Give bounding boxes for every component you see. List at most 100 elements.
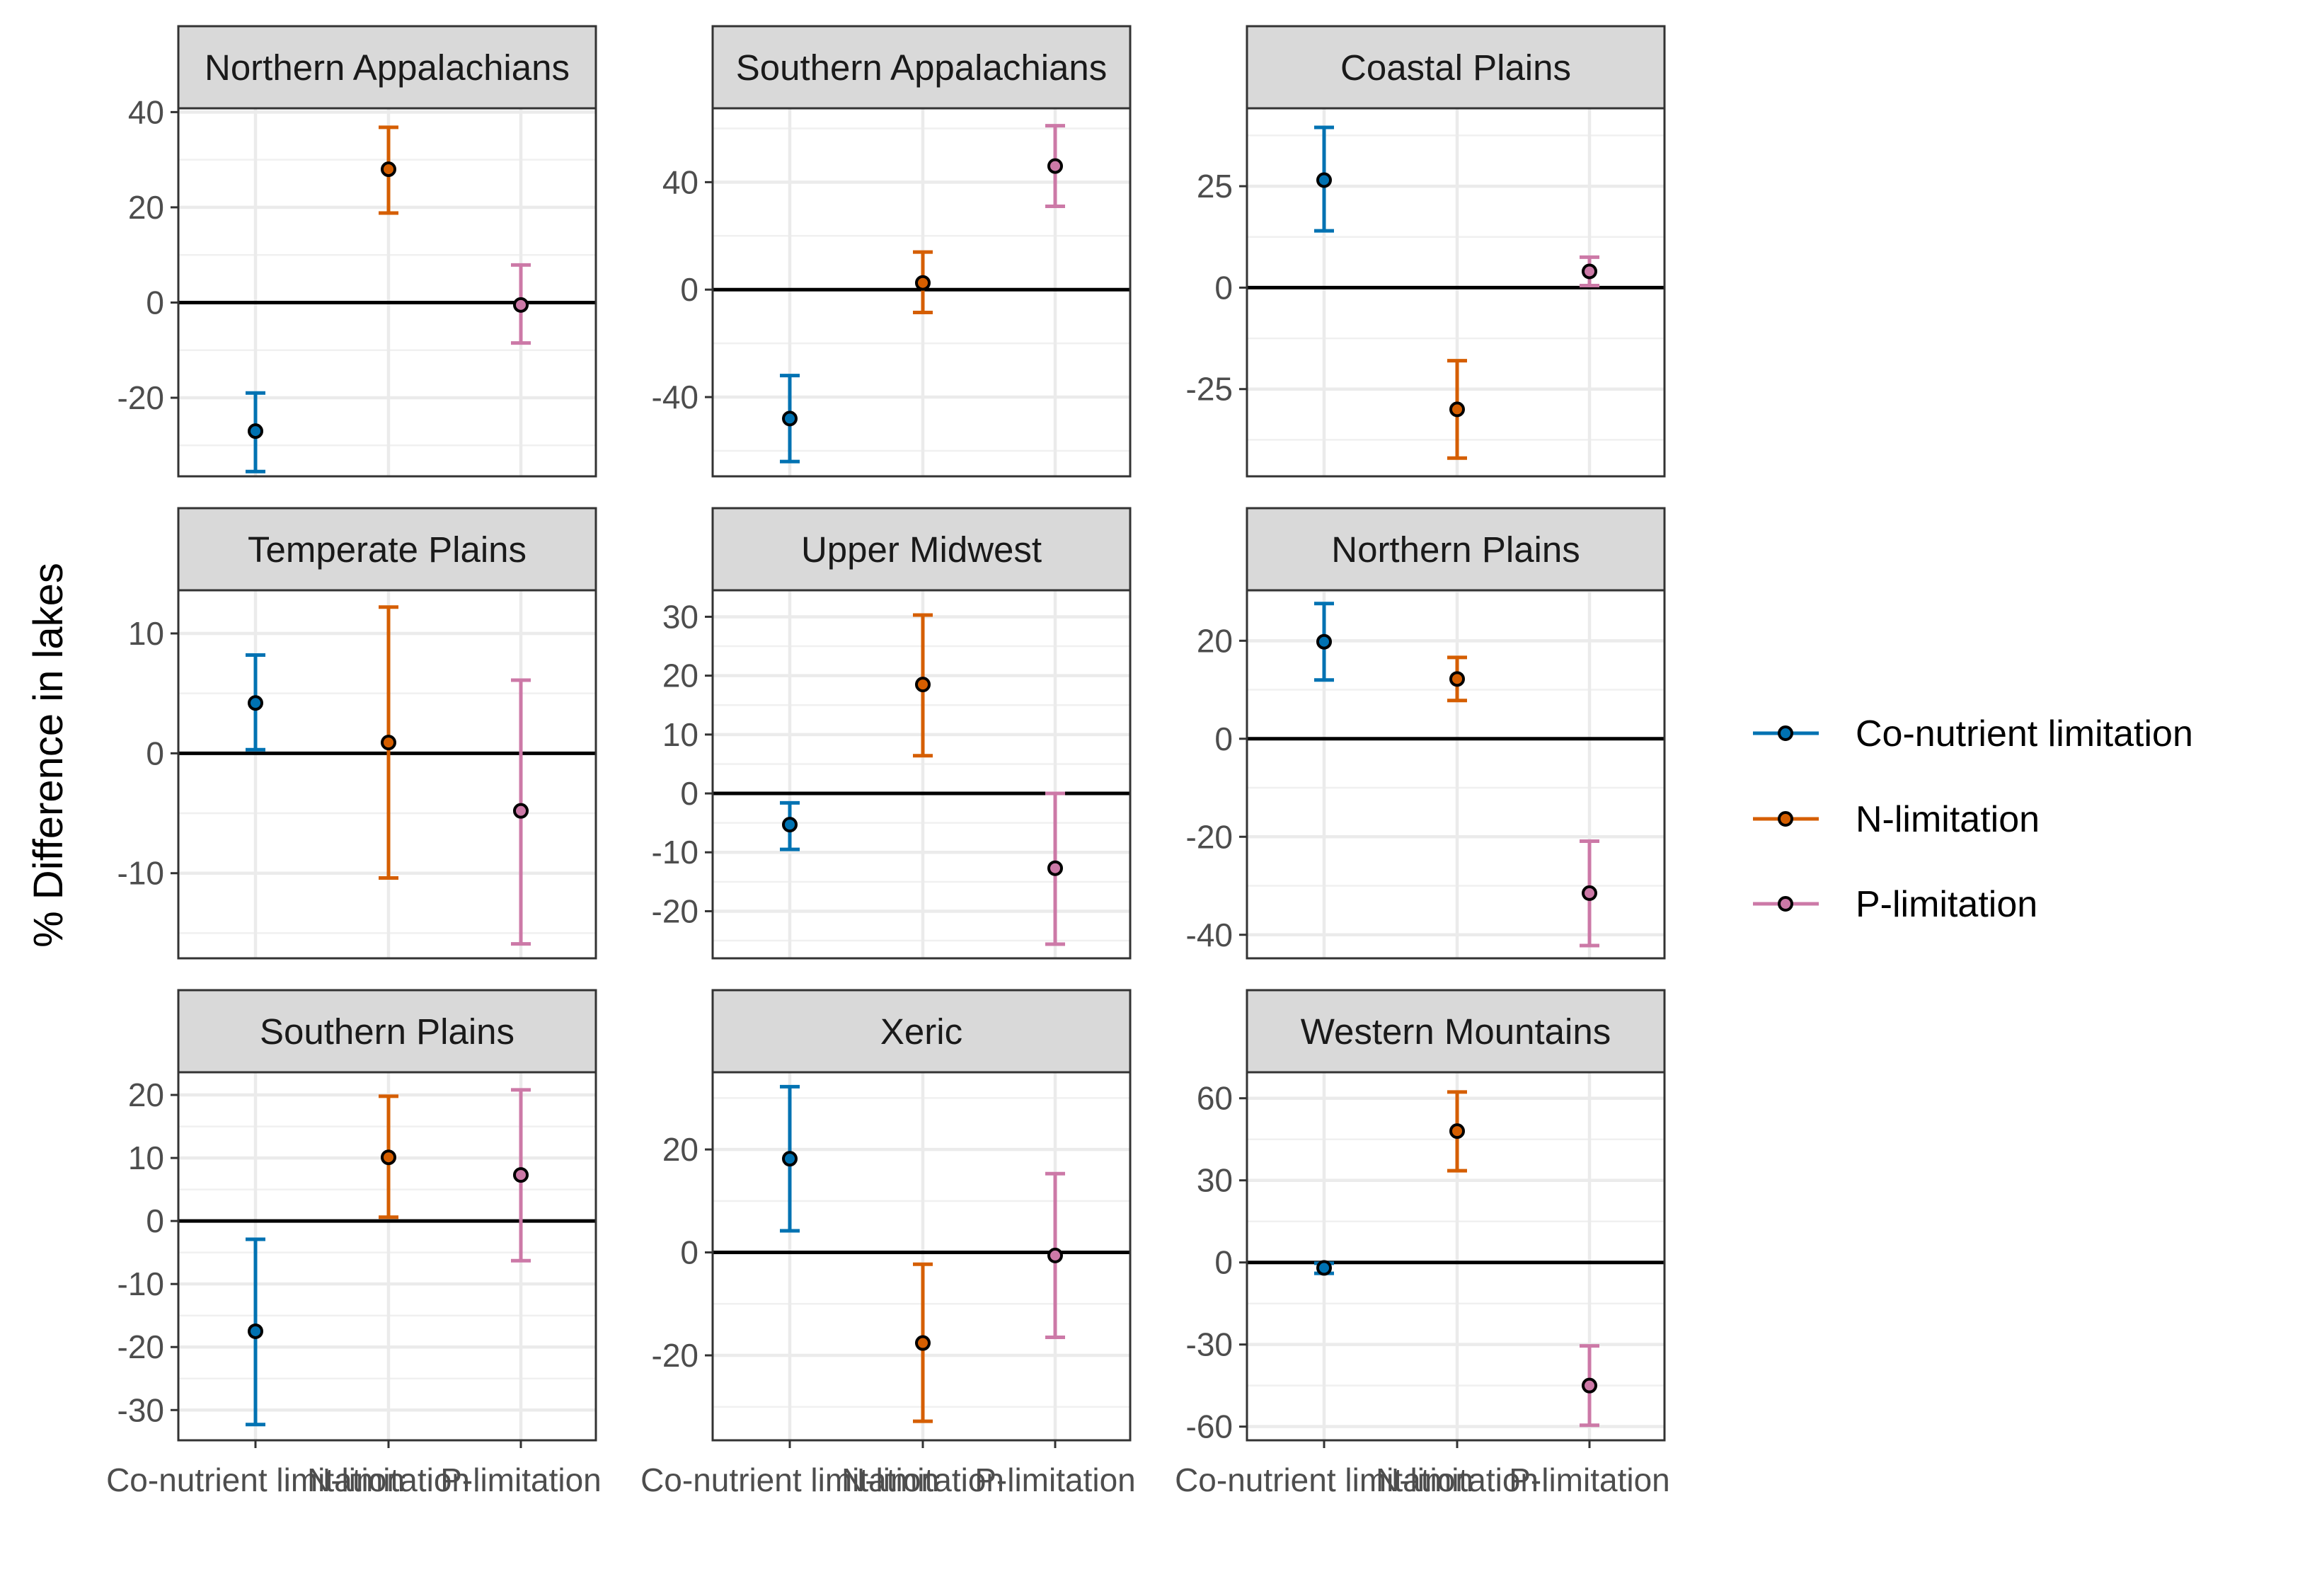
error-bar [511,1088,531,1263]
y-axis-title: % Difference in lakes [25,563,71,948]
legend-label: P-limitation [1856,884,2037,925]
data-point [513,803,529,819]
data-point [381,735,396,751]
data-point [782,817,798,833]
y-tick-label: -40 [652,379,698,415]
data-point [1582,885,1597,901]
error-bar [913,250,933,314]
data-point [1449,671,1465,687]
facet-title: Xeric [880,1011,962,1052]
facet-strip [1246,989,1666,1074]
y-tick-label: -20 [1186,818,1233,855]
y-tick-label: -20 [652,892,698,929]
y-tick-label: 0 [146,735,164,771]
error-bar [379,605,398,880]
data-point [915,1335,931,1351]
y-tick-label: 60 [1197,1080,1233,1117]
error-bar [246,653,265,752]
error-bar [1045,1171,1065,1340]
facet-panel: Northern Plains -40 -20 0 20 [1186,507,1666,960]
y-tick-label: 20 [662,1131,698,1168]
error-bar [913,613,933,758]
error-bar [913,1262,933,1423]
y-tick-label: 20 [128,189,164,226]
y-tick-label: 20 [128,1077,164,1113]
y-tick-label: 20 [662,658,698,694]
y-tick-label: 0 [1214,1244,1233,1281]
facet-strip [711,507,1132,592]
error-bar [780,374,800,464]
legend-item: Co-nutrient limitation [1753,713,2193,754]
facet-panel: Western Mountains -60 -30 0 30 60 Co-nutrient … [1175,989,1670,1498]
data-point [782,1151,798,1167]
x-tick-label: Co-nutrient limitation [106,1462,405,1498]
facet-title: Upper Midwest [801,529,1042,570]
y-tick-label: 25 [1197,168,1233,205]
y-tick-label: -30 [117,1391,164,1428]
error-bar [1580,255,1599,288]
y-tick-label: 10 [662,716,698,753]
data-point [513,1167,529,1183]
y-tick-label: -30 [1186,1326,1233,1363]
x-tick-label: Co-nutrient limitation [640,1462,939,1498]
legend-label: Co-nutrient limitation [1856,713,2193,754]
facet-panel: Temperate Plains -10 0 10 [117,507,597,960]
facet-title: Northern Appalachians [205,47,570,88]
y-tick-label: -40 [1186,917,1233,953]
error-bar [246,391,265,473]
y-tick-label: -20 [117,379,164,416]
data-point [1316,633,1332,650]
facet-strip [711,989,1132,1074]
y-tick-label: 10 [128,615,164,652]
data-point [248,1323,263,1339]
error-bar [1045,124,1065,209]
error-bar [246,1237,265,1427]
y-tick-label: 0 [680,1234,698,1271]
y-tick-label: 40 [662,163,698,200]
facet-title: Western Mountains [1301,1011,1611,1052]
facet-strip [711,25,1132,110]
legend-key-point [1778,811,1793,827]
facet-panel: Southern Plains -30 -20 -10 0 10 20 Co-nutrient… [106,989,602,1498]
error-bar [379,125,398,215]
data-point [1316,1260,1332,1276]
data-point [381,1149,396,1166]
data-point [1047,1247,1063,1263]
facet-title: Northern Plains [1331,529,1580,570]
y-tick-label: -20 [117,1328,164,1365]
facet-strip [177,989,597,1074]
error-bar [511,678,531,946]
error-bar [1580,1344,1599,1428]
y-tick-label: 30 [1197,1162,1233,1199]
facet-title: Southern Appalachians [736,47,1108,88]
legend-item: N-limitation [1753,799,2040,840]
legend-label: N-limitation [1856,799,2040,840]
facet-title: Temperate Plains [248,529,527,570]
y-tick-label: 0 [146,1202,164,1239]
facet-strip [177,25,597,110]
legend-key-point [1778,725,1793,741]
y-tick-label: 0 [680,271,698,308]
data-point [381,161,396,178]
error-bar [1314,125,1334,233]
y-tick-label: 30 [662,598,698,635]
data-point [248,423,263,440]
y-tick-label: 0 [146,284,164,321]
data-point [1449,1123,1465,1139]
x-tick-label: P-limitation [440,1462,602,1498]
legend-key-point [1778,896,1793,912]
data-point [1316,172,1332,188]
x-tick-label: N-limitation [1376,1462,1539,1498]
y-tick-label: 20 [1197,622,1233,659]
x-tick-label: P-limitation [1509,1462,1670,1498]
error-bar [780,1084,800,1233]
data-point [915,677,931,693]
y-tick-label: 10 [128,1139,164,1176]
legend: Co-nutrient limitation N-limitation P-limi… [1753,713,2193,925]
error-bar [379,1094,398,1219]
y-tick-label: 0 [680,775,698,812]
data-point [248,695,263,711]
error-bar [1580,839,1599,948]
